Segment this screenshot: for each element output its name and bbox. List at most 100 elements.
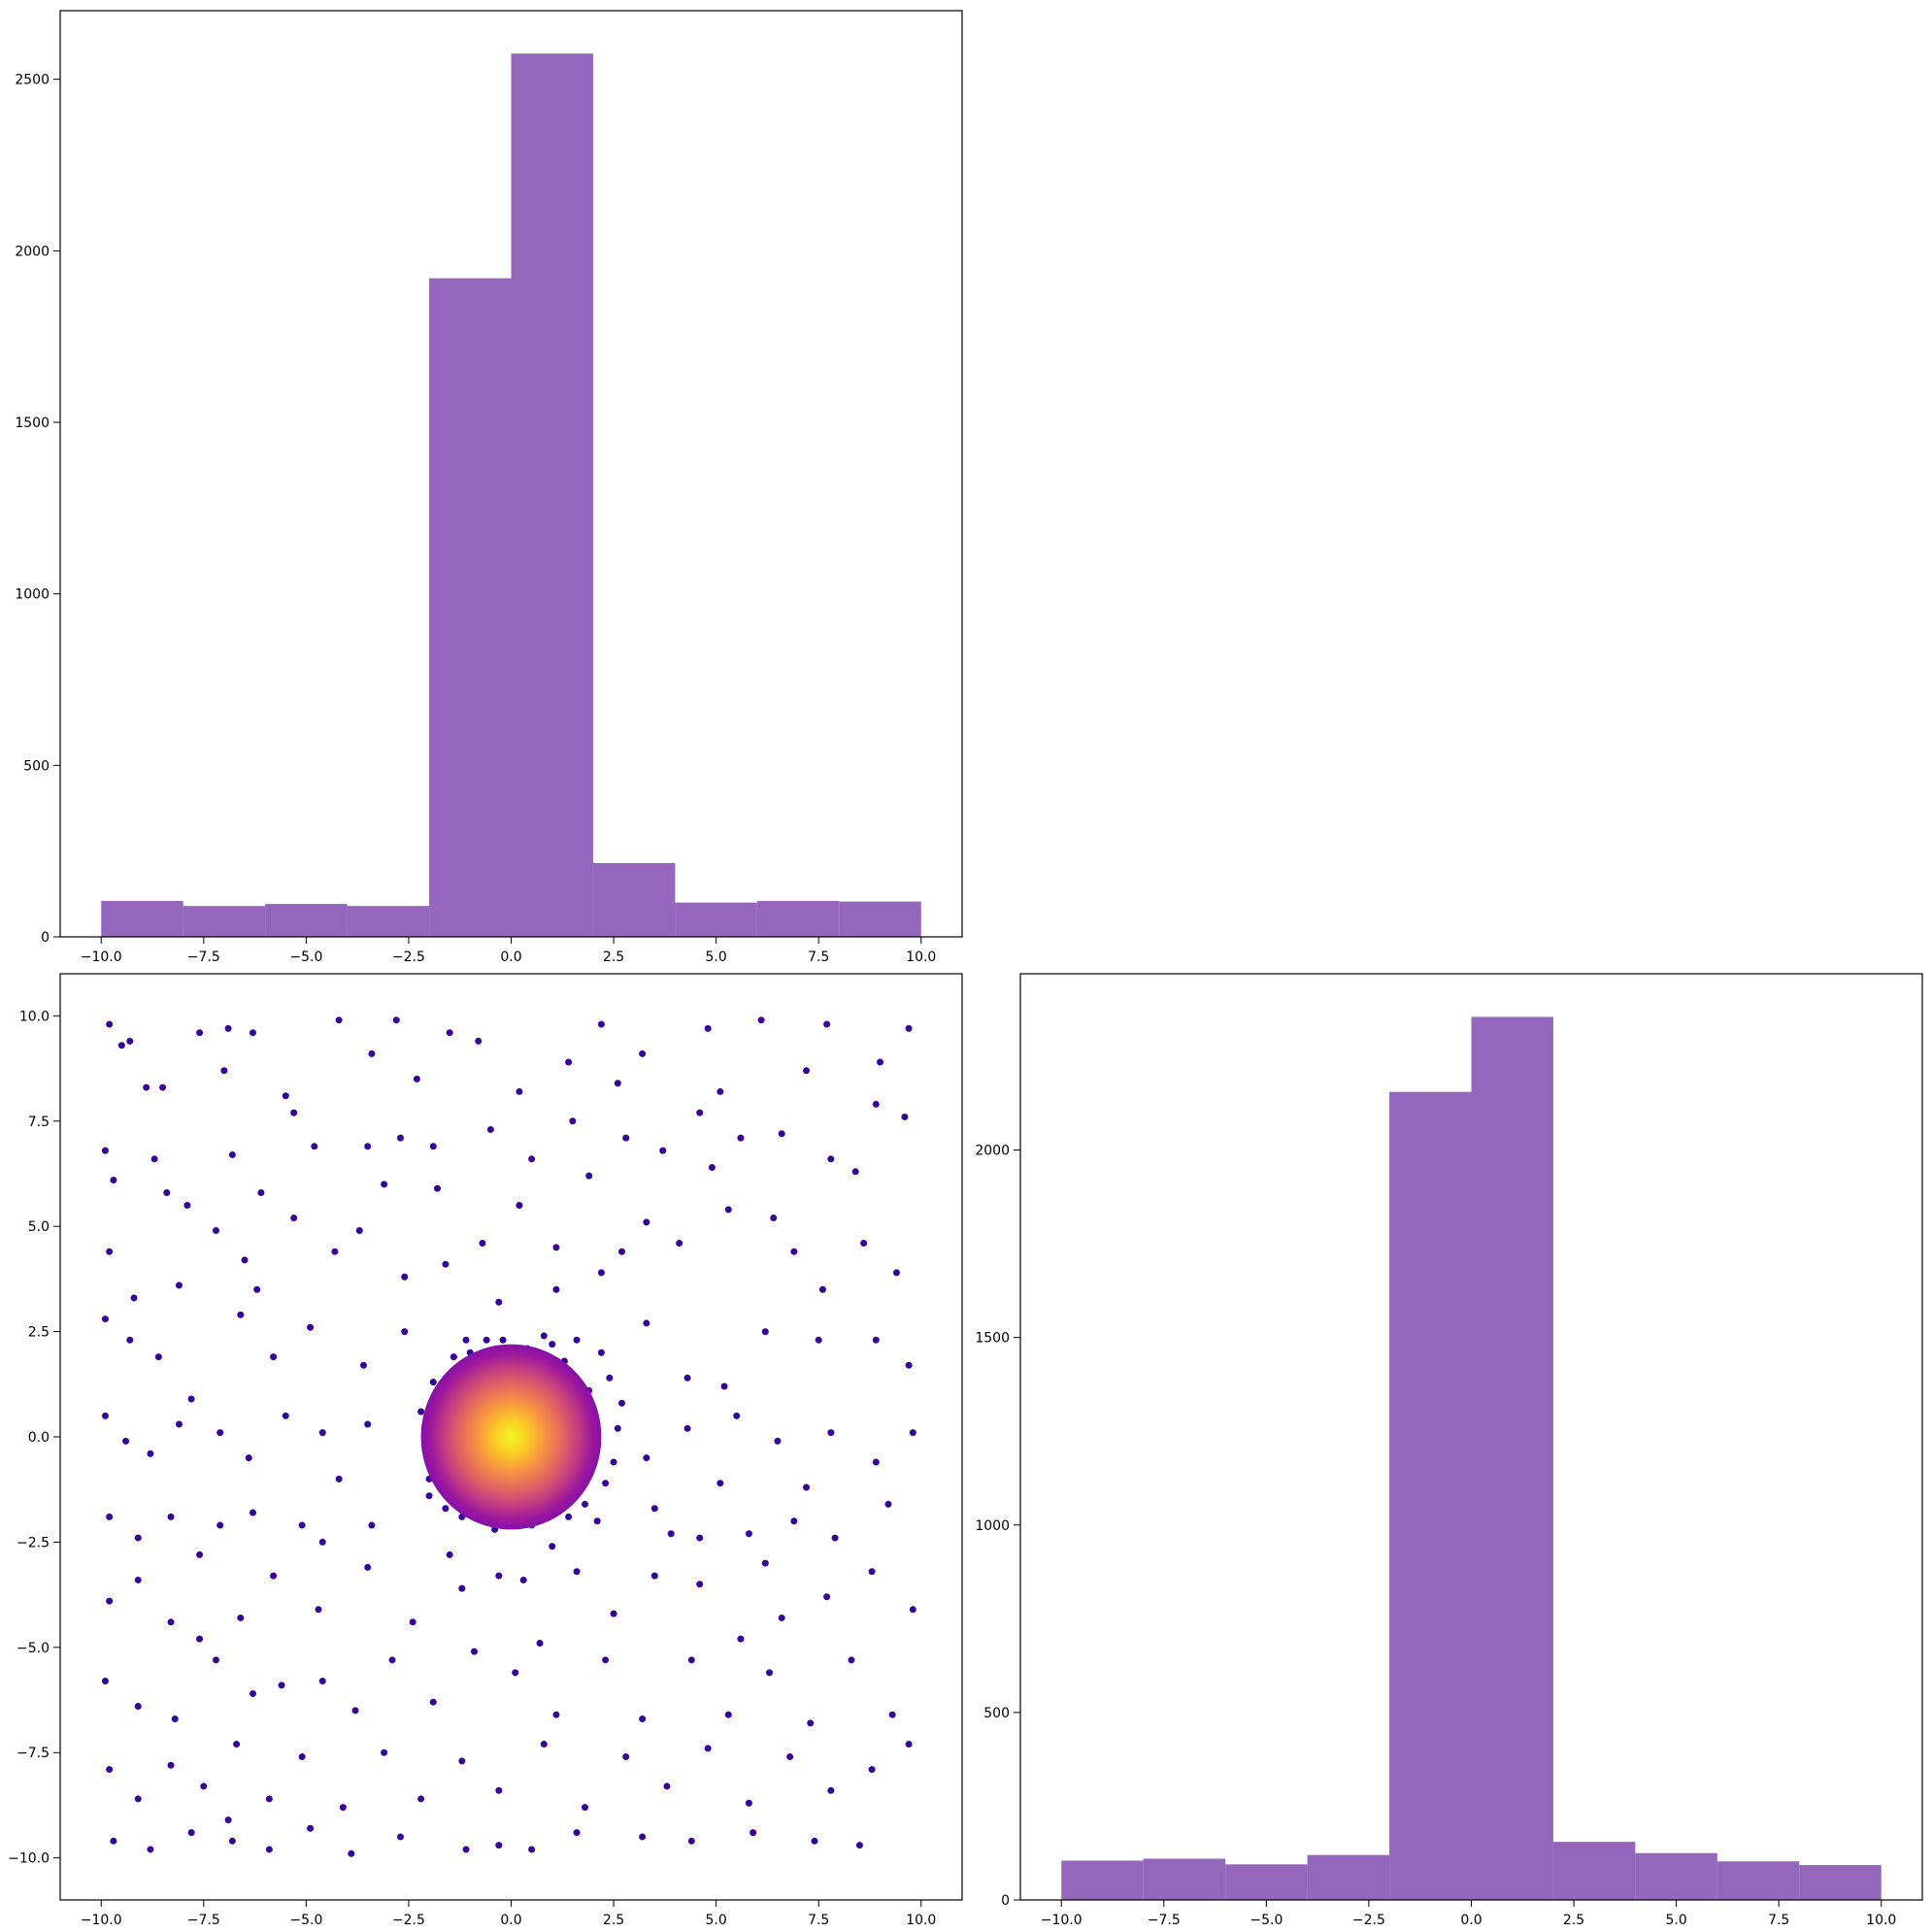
- scatter-point: [388, 1656, 396, 1664]
- scatter-point: [339, 1804, 347, 1812]
- scatter-point: [483, 1336, 490, 1344]
- y-tick-label: 0: [41, 930, 50, 946]
- y-tick-label: −5.0: [17, 1641, 50, 1656]
- scatter-point: [249, 1509, 256, 1516]
- scatter-point: [519, 1576, 527, 1583]
- scatter-point: [868, 1568, 876, 1576]
- x-tick-label: 10.0: [1866, 1913, 1896, 1928]
- scatter-point: [827, 1155, 835, 1163]
- scatter-point: [425, 1492, 433, 1500]
- scatter-point: [122, 1437, 130, 1445]
- scatter-point: [318, 1429, 326, 1437]
- x-tick-label: 7.5: [808, 949, 829, 965]
- scatter-point: [307, 1824, 315, 1832]
- scatter-point: [540, 1332, 548, 1340]
- x-tick-label: 2.5: [1563, 1913, 1584, 1928]
- scatter-point: [351, 1707, 359, 1715]
- scatter-point: [241, 1256, 249, 1264]
- scatter-point: [409, 1618, 416, 1626]
- scatter-point: [401, 1328, 409, 1336]
- histogram-bar: [1471, 1016, 1553, 1900]
- scatter-point: [761, 1328, 769, 1336]
- scatter-point: [549, 1341, 556, 1349]
- scatter-point: [212, 1227, 219, 1235]
- scatter-point: [888, 1711, 896, 1718]
- scatter-point: [245, 1454, 252, 1462]
- histogram-bar: [592, 863, 676, 937]
- scatter-point: [446, 1029, 453, 1037]
- y-axis: 0 500 1000 1500 2000 2500: [15, 73, 60, 946]
- scatter-point: [872, 1458, 880, 1466]
- scatter-point: [318, 1678, 326, 1685]
- scatter-point: [786, 1753, 794, 1761]
- scatter-point: [196, 1635, 204, 1643]
- scatter-point: [778, 1130, 785, 1138]
- scatter-point: [364, 1143, 372, 1150]
- histogram-bars: [1061, 1016, 1882, 1900]
- scatter-point: [499, 1336, 507, 1344]
- scatter-panel: −10.0 −7.5 −5.0 −2.5 0.0 2.5 5.0 7.5 10.0 −10.0 −7…: [8, 973, 963, 1928]
- scatter-point: [827, 1429, 835, 1437]
- scatter-point: [573, 1829, 581, 1837]
- scatter-point: [458, 1757, 466, 1765]
- scatter-point: [486, 1125, 494, 1133]
- scatter-point: [265, 1795, 273, 1803]
- scatter-point: [639, 1833, 647, 1841]
- y-tick-label: 2000: [975, 1144, 1010, 1159]
- scatter-point: [110, 1176, 117, 1183]
- scatter-point: [549, 1543, 556, 1550]
- scatter-point: [110, 1837, 117, 1845]
- y-tick-label: 2500: [15, 73, 50, 88]
- scatter-point: [228, 1837, 236, 1845]
- scatter-point: [154, 1353, 162, 1361]
- scatter-point: [807, 1719, 815, 1727]
- scatter-point: [368, 1521, 376, 1529]
- scatter-point: [290, 1215, 298, 1222]
- scatter-point: [381, 1181, 388, 1188]
- scatter-point: [602, 1656, 610, 1664]
- scatter-point: [650, 1505, 658, 1513]
- histogram-bar: [1799, 1865, 1882, 1900]
- scatter-point: [704, 1024, 712, 1032]
- x-tick-label: 10.0: [906, 949, 936, 965]
- scatter-point: [569, 1117, 577, 1125]
- scatter-point: [381, 1749, 388, 1756]
- scatter-point: [565, 1058, 573, 1066]
- scatter-point: [106, 1597, 114, 1605]
- scatter-point: [818, 1285, 826, 1293]
- scatter-point: [175, 1420, 183, 1428]
- x-tick-label: −10.0: [81, 949, 122, 965]
- scatter-point: [639, 1049, 647, 1057]
- x-axis: −10.0 −7.5 −5.0 −2.5 0.0 2.5 5.0 7.5 10.0: [1041, 1900, 1896, 1928]
- scatter-point: [392, 1016, 400, 1024]
- scatter-point: [150, 1155, 158, 1163]
- scatter-point: [117, 1042, 125, 1049]
- x-tick-label: 10.0: [906, 1913, 936, 1928]
- x-tick-label: 5.0: [706, 1913, 727, 1928]
- scatter-point: [716, 1480, 724, 1487]
- x-tick-label: −5.0: [289, 949, 322, 965]
- scatter-point: [101, 1412, 109, 1419]
- x-tick-label: 7.5: [808, 1913, 829, 1928]
- y-tick-label: 1000: [15, 587, 50, 603]
- histogram-bar: [183, 906, 266, 937]
- scatter-point: [803, 1067, 811, 1075]
- scatter-point: [359, 1361, 367, 1369]
- scatter-point: [745, 1799, 752, 1807]
- scatter-point: [130, 1294, 138, 1302]
- scatter-point: [101, 1147, 109, 1154]
- scatter-point: [298, 1753, 306, 1761]
- y-tick-label: 10.0: [19, 1009, 50, 1024]
- scatter-point: [552, 1711, 560, 1718]
- scatter-point: [877, 1058, 884, 1066]
- scatter-point: [790, 1248, 798, 1255]
- histogram-y-panel: −10.0 −7.5 −5.0 −2.5 0.0 2.5 5.0 7.5 10.0 0 500 100…: [975, 973, 1923, 1928]
- scatter-point: [803, 1483, 811, 1491]
- scatter-point: [593, 1517, 601, 1525]
- x-tick-label: −2.5: [392, 1913, 425, 1928]
- scatter-point: [429, 1698, 437, 1706]
- scatter-point: [618, 1399, 626, 1407]
- histogram-bar: [1552, 1842, 1636, 1900]
- x-tick-label: 5.0: [706, 949, 727, 965]
- scatter-point: [335, 1475, 343, 1482]
